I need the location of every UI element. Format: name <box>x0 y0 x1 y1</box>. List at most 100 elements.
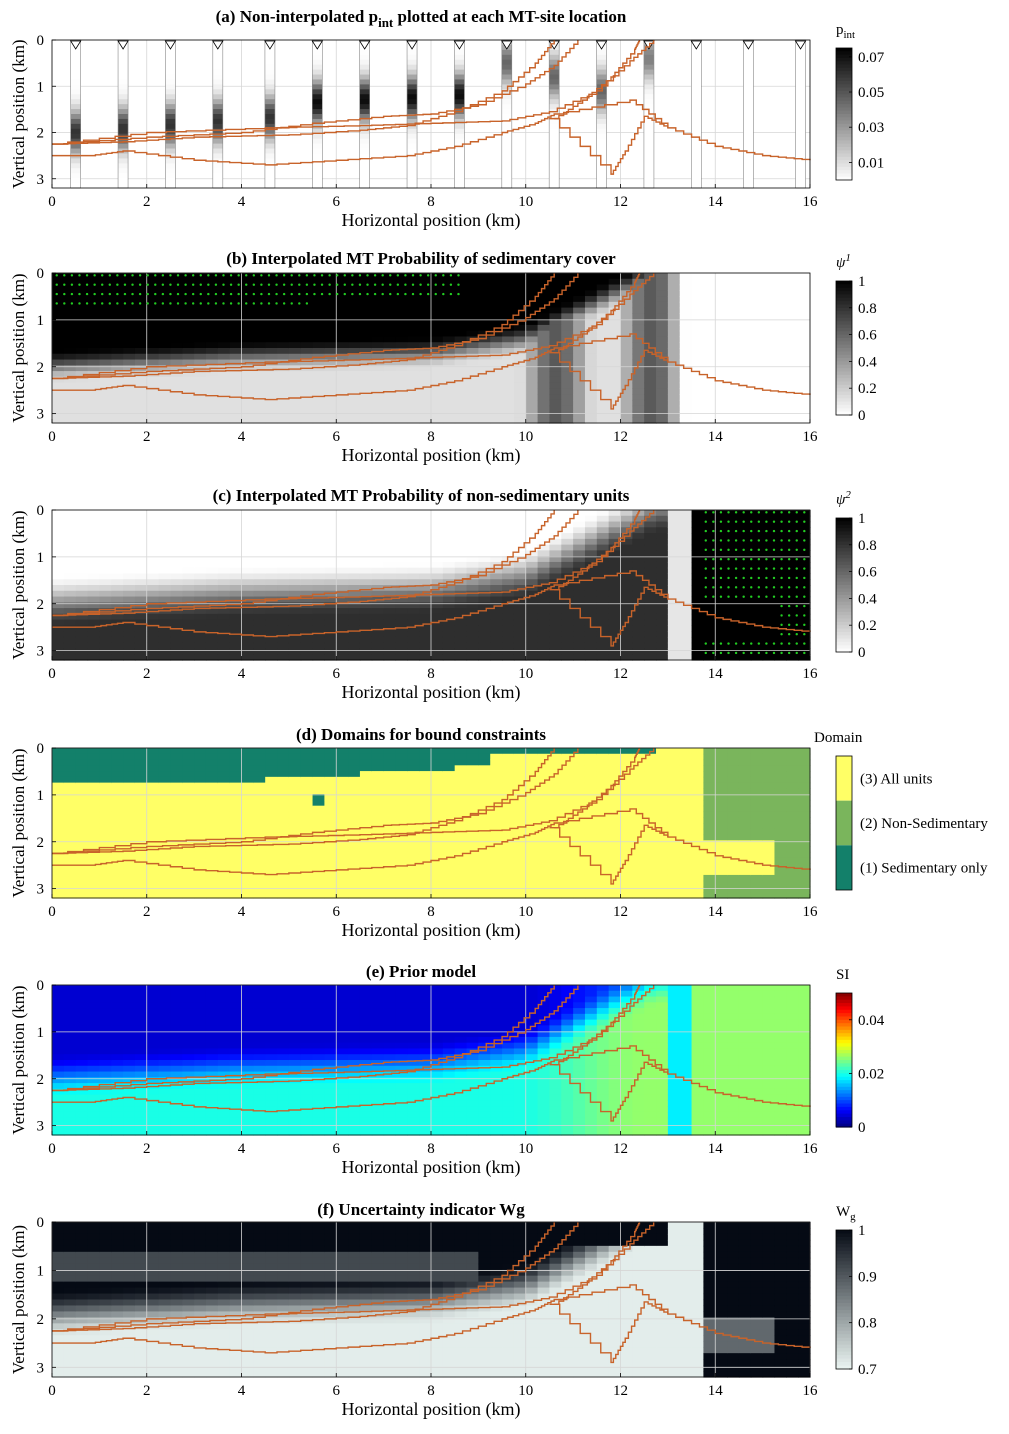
heatmap-cell <box>656 313 669 320</box>
heatmap-cell <box>146 573 160 580</box>
marker-dot <box>108 302 111 305</box>
heatmap-cell <box>502 278 515 286</box>
heatmap-cell <box>217 805 231 813</box>
heatmap-cell <box>241 590 254 598</box>
heatmap-cell <box>454 405 468 413</box>
heatmap-cell <box>383 365 397 372</box>
site-cell <box>359 118 370 125</box>
site-cell <box>454 118 465 125</box>
site-cell <box>212 128 223 135</box>
site-cell <box>795 183 806 189</box>
heatmap-cell <box>502 533 515 540</box>
heatmap-cell <box>99 405 112 413</box>
heatmap-cell <box>75 278 89 286</box>
heatmap-cell <box>241 273 254 280</box>
marker-dot <box>320 292 324 296</box>
heatmap-cell <box>194 625 207 632</box>
marker-dot <box>335 274 339 277</box>
mt-site-marker <box>595 40 608 50</box>
heatmap-cell <box>513 324 527 332</box>
heatmap-cell <box>359 411 373 418</box>
heatmap-cell <box>537 388 551 395</box>
heatmap-cell <box>798 359 811 366</box>
colorbar-step <box>836 391 852 396</box>
heatmap-cell <box>738 654 752 661</box>
heatmap-cell <box>584 336 598 343</box>
heatmap-cell <box>383 284 397 291</box>
heatmap-cell <box>63 869 77 876</box>
heatmap-cell <box>762 602 776 609</box>
site-cell <box>165 49 176 56</box>
heatmap-cell <box>573 313 586 320</box>
heatmap-cell <box>359 394 373 401</box>
heatmap-cell <box>431 561 444 569</box>
heatmap-cell <box>99 753 112 761</box>
heatmap-cell <box>52 608 65 615</box>
heatmap-cell <box>146 834 160 841</box>
heatmap-cell <box>288 330 302 338</box>
colorbar-tick-label: 0.03 <box>858 120 884 136</box>
heatmap-cell <box>774 301 787 309</box>
heatmap-cell <box>620 654 633 661</box>
heatmap-cell <box>205 567 219 575</box>
heatmap-cell <box>229 776 243 784</box>
heatmap-cell <box>419 417 432 424</box>
heatmap-cell <box>52 625 65 632</box>
heatmap-cell <box>359 561 373 569</box>
site-cell <box>643 138 654 145</box>
heatmap-cell <box>632 301 645 309</box>
heatmap-cell <box>573 613 586 621</box>
heatmap-cell <box>75 319 89 326</box>
site-cell <box>212 74 223 81</box>
heatmap-cell <box>478 324 491 332</box>
site-cell <box>165 59 176 66</box>
heatmap-cell <box>632 573 645 580</box>
heatmap-cell <box>111 510 124 517</box>
site-cell <box>691 104 702 110</box>
heatmap-cell <box>99 365 112 372</box>
heatmap-cell <box>75 753 89 761</box>
heatmap-cell <box>194 765 207 772</box>
heatmap-cell <box>253 567 266 575</box>
heatmap-cell <box>348 353 361 361</box>
heatmap-cell <box>667 590 681 598</box>
marker-dot <box>389 274 392 277</box>
heatmap-cell <box>596 596 610 603</box>
marker-dot <box>787 511 791 514</box>
site-cell <box>312 74 323 81</box>
heatmap-cell <box>431 613 444 621</box>
heatmap-cell <box>229 794 243 801</box>
marker-dot <box>719 595 723 598</box>
heatmap-cell <box>454 324 468 332</box>
heatmap-cell <box>359 359 373 366</box>
heatmap-cell <box>324 619 337 626</box>
marker-dot <box>795 604 798 608</box>
site-cell <box>118 84 129 90</box>
heatmap-cell <box>644 405 657 413</box>
heatmap-cell <box>63 510 77 517</box>
heatmap-cell <box>442 278 456 286</box>
site-cell <box>795 138 806 145</box>
heatmap-cell <box>63 794 77 801</box>
heatmap-cell <box>608 573 622 580</box>
heatmap-cell <box>762 642 776 650</box>
heatmap-cell <box>513 590 527 598</box>
heatmap-cell <box>324 521 337 528</box>
site-cell <box>795 84 806 90</box>
heatmap-cell <box>52 382 65 389</box>
heatmap-cell <box>549 359 562 366</box>
heatmap-cell <box>490 642 503 650</box>
heatmap-cell <box>217 550 231 557</box>
heatmap-cell <box>738 388 752 395</box>
heatmap-cell <box>359 510 373 517</box>
heatmap-cell <box>253 342 266 349</box>
heatmap-cell <box>525 301 539 309</box>
marker-dot <box>373 292 377 296</box>
heatmap-cell <box>431 636 444 644</box>
heatmap-cell <box>87 851 100 859</box>
site-cell <box>691 99 702 105</box>
heatmap-cell <box>632 411 645 418</box>
heatmap-cell <box>182 284 195 291</box>
heatmap-cell <box>561 330 574 338</box>
heatmap-cell <box>608 365 622 372</box>
